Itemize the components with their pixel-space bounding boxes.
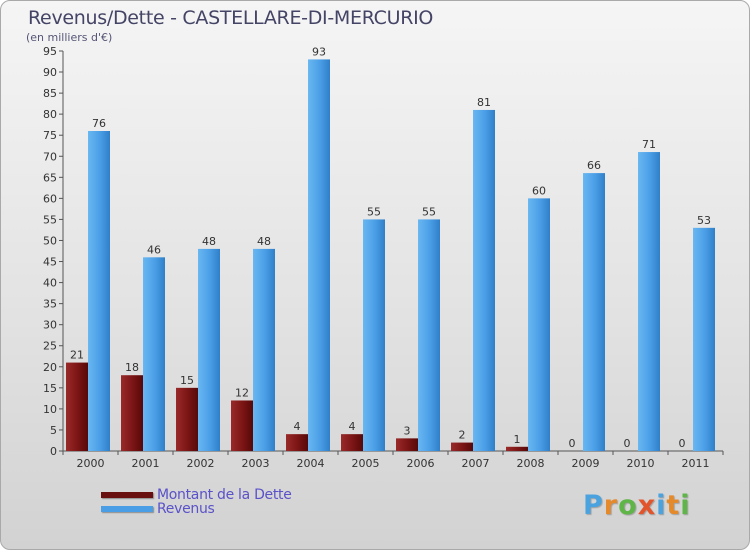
bar-revenus [473, 109, 495, 452]
data-label-revenus: 46 [147, 243, 161, 256]
data-label-revenus: 48 [257, 235, 271, 248]
bar-dette [451, 442, 473, 451]
data-label-revenus: 76 [92, 117, 106, 130]
y-tick-label: 40 [43, 277, 57, 290]
data-label-revenus: 53 [697, 214, 711, 227]
x-tick-label: 2005 [352, 457, 380, 470]
bar-revenus [418, 219, 440, 451]
legend-item-revenus: Revenus [101, 502, 292, 516]
data-label-revenus: 66 [587, 159, 601, 172]
bar-dette [176, 387, 198, 451]
y-tick-label: 80 [43, 108, 57, 121]
x-tick-label: 2001 [132, 457, 160, 470]
y-tick-label: 70 [43, 150, 57, 163]
bar-dette [231, 400, 253, 451]
legend-swatch-dette [101, 492, 153, 498]
data-label-dette: 18 [125, 361, 139, 374]
y-tick-label: 35 [43, 298, 57, 311]
y-tick-label: 25 [43, 340, 57, 353]
bar-revenus [308, 59, 330, 451]
logo-letter: i [680, 490, 691, 521]
y-tick-label: 65 [43, 171, 57, 184]
data-label-dette: 0 [569, 437, 576, 450]
bar-dette [121, 375, 143, 451]
logo-letter: r [603, 490, 619, 521]
legend: Montant de la Dette Revenus [101, 488, 292, 516]
data-label-revenus: 81 [477, 96, 491, 109]
chart-subtitle: (en milliers d'€) [26, 31, 113, 44]
logo-letter: x [637, 490, 657, 521]
data-label-dette: 21 [70, 349, 84, 362]
y-tick-label: 5 [50, 424, 57, 437]
data-label-revenus: 71 [642, 138, 656, 151]
y-tick-label: 90 [43, 66, 57, 79]
data-label-dette: 15 [180, 374, 194, 387]
bar-revenus [638, 152, 660, 452]
chart-title: Revenus/Dette - CASTELLARE-DI-MERCURIO [28, 7, 434, 29]
x-tick-label: 2009 [572, 457, 600, 470]
bar-revenus [198, 248, 220, 451]
data-label-dette: 2 [459, 429, 466, 442]
x-tick-label: 2002 [187, 457, 215, 470]
y-tick-label: 55 [43, 213, 57, 226]
data-label-dette: 0 [624, 437, 631, 450]
x-tick-label: 2003 [242, 457, 270, 470]
x-tick-label: 2004 [297, 457, 325, 470]
x-tick-label: 2006 [407, 457, 435, 470]
bar-revenus [363, 219, 385, 451]
x-tick-label: 2007 [462, 457, 490, 470]
data-label-dette: 12 [235, 386, 249, 399]
data-label-revenus: 55 [422, 205, 436, 218]
y-tick-label: 20 [43, 361, 57, 374]
logo-letter: i [656, 490, 667, 521]
legend-label-dette: Montant de la Dette [157, 487, 292, 503]
bar-revenus [143, 257, 165, 451]
legend-label-revenus: Revenus [157, 501, 215, 517]
logo-letter: o [618, 490, 638, 521]
legend-swatch-revenus [101, 506, 153, 512]
y-tick-label: 50 [43, 234, 57, 247]
bars [66, 59, 715, 452]
bar-dette [66, 362, 88, 451]
bar-dette [506, 446, 528, 451]
data-label-revenus: 55 [367, 205, 381, 218]
data-label-revenus: 93 [312, 45, 326, 58]
data-label-dette: 4 [349, 420, 356, 433]
data-label-revenus: 60 [532, 184, 546, 197]
y-tick-label: 60 [43, 192, 57, 205]
bar-revenus [528, 198, 550, 451]
data-label-revenus: 48 [202, 235, 216, 248]
data-label-dette: 4 [294, 420, 301, 433]
logo-letter: t [666, 490, 681, 521]
y-tick-label: 10 [43, 403, 57, 416]
data-label-dette: 3 [404, 424, 411, 437]
x-tick-label: 2011 [682, 457, 710, 470]
data-label-dette: 1 [514, 433, 521, 446]
y-tick-label: 15 [43, 382, 57, 395]
data-label-dette: 0 [679, 437, 686, 450]
bar-dette [286, 434, 308, 451]
y-tick-label: 30 [43, 319, 57, 332]
x-tick-label: 2008 [517, 457, 545, 470]
logo-letter: P [583, 490, 604, 521]
axes: 0510152025303540455055606570758085909520… [43, 45, 724, 470]
bar-dette [396, 438, 418, 451]
legend-item-dette: Montant de la Dette [101, 488, 292, 502]
x-tick-label: 2010 [627, 457, 655, 470]
y-tick-label: 45 [43, 256, 57, 269]
bar-revenus [88, 131, 110, 451]
y-tick-label: 95 [43, 45, 57, 58]
bar-revenus [583, 173, 605, 451]
proxiti-logo: Proxiti [583, 490, 691, 521]
x-tick-label: 2000 [77, 457, 105, 470]
y-tick-label: 85 [43, 87, 57, 100]
bar-dette [341, 434, 363, 451]
bar-revenus [693, 227, 715, 451]
bar-revenus [253, 248, 275, 451]
y-tick-label: 0 [50, 445, 57, 458]
y-tick-label: 75 [43, 129, 57, 142]
